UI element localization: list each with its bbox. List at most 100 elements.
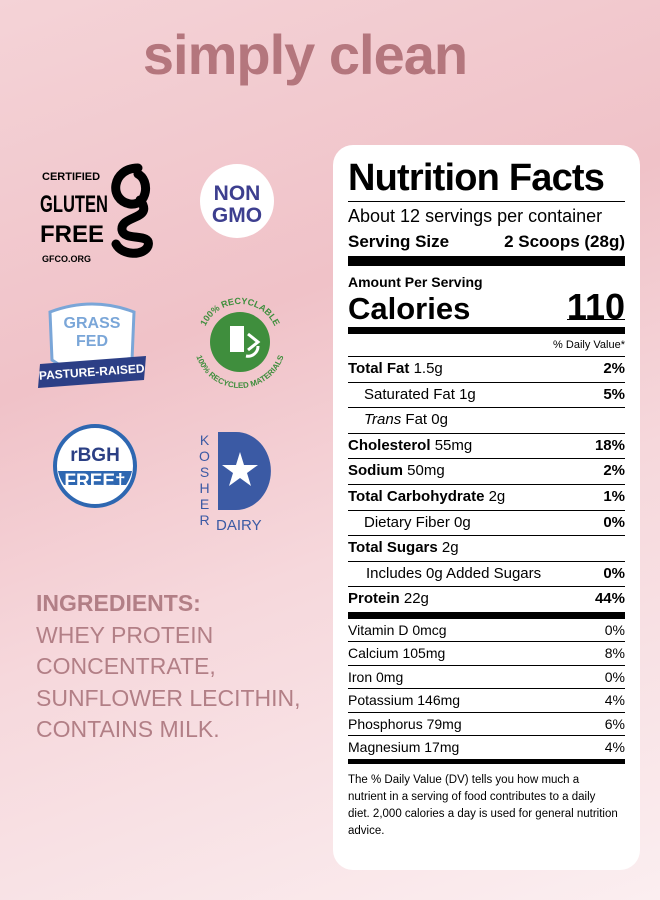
kosher-text: KOSHER [196, 432, 213, 528]
nutrient-label: Protein 22g [348, 587, 429, 612]
nutrient-name: Magnesium [348, 739, 421, 756]
nutrient-label: Dietary Fiber 0g [364, 511, 471, 536]
nutrient-row: Protein 22g 44% [348, 587, 625, 619]
nutrient-row: Sodium 50mg 2% [348, 459, 625, 485]
nutrient-name: Calcium [348, 645, 399, 662]
recyclable-badge: 100% RECYCLABLE 100% RECYCLED MATERIALS [194, 296, 285, 390]
non-gmo-badge: NON GMO [200, 164, 274, 238]
nutrient-amount: 2g [488, 487, 506, 505]
nutrient-dv: 6% [604, 715, 625, 732]
nutrient-dv: 4% [604, 692, 625, 709]
nutrient-row: Saturated Fat 1g 5% [348, 383, 625, 409]
nutrient-label: Total Carbohydrate 2g [348, 485, 505, 510]
nutrient-dv: 0% [603, 513, 625, 531]
nutrient-amount: 22g [403, 590, 429, 608]
nutrient-dv: 2% [603, 462, 625, 480]
nutrient-amount: 2g [441, 539, 459, 557]
nutrient-dv: 0% [604, 668, 625, 685]
nutrient-row: Total Carbohydrate 2g 1% [348, 485, 625, 511]
badge-text: GLUTEN [40, 191, 108, 218]
nutrient-row: Potassium 146mg 4% [348, 689, 625, 713]
nutrient-dv: 4% [604, 739, 625, 756]
serving-size-label: Serving Size [348, 232, 450, 251]
nutrient-label: Magnesium 17mg [348, 736, 459, 759]
ingredient-line: CONTAINS MILK. [36, 716, 220, 742]
calories-label: Calories [348, 291, 471, 326]
nutrient-name: Protein [348, 590, 400, 608]
nutrient-dv: 18% [594, 436, 625, 454]
nutrient-name: Potassium [348, 692, 414, 709]
nutrient-amount: 0g [431, 411, 448, 429]
nutrient-dv: 1% [603, 487, 625, 505]
nutrient-row: Includes 0g Added Sugars 0% [348, 562, 625, 588]
headline: simply clean [142, 23, 468, 86]
nutrient-row: Cholesterol 55mg 18% [348, 434, 625, 460]
nutrient-label: Phosphorus 79mg [348, 713, 462, 736]
nutrient-dv: 0% [604, 621, 625, 638]
nutrient-amount: 0g [454, 513, 471, 531]
badge-text: FED [76, 333, 108, 350]
nutrient-row: Vitamin D 0mcg 0% [348, 619, 625, 643]
calories-row: Calories 110 [348, 286, 625, 334]
amount-per-serving: Amount Per Serving [348, 274, 483, 290]
nutrient-label: Sodium 50mg [348, 459, 445, 484]
nutrient-label: Vitamin D 0mcg [348, 619, 447, 642]
nutrient-row: Calcium 105mg 8% [348, 642, 625, 666]
badge-text: rBGH [70, 445, 120, 466]
badge-text: CERTIFIED [42, 171, 100, 183]
calories-value: 110 [566, 286, 625, 327]
nutrient-amount: 105mg [402, 645, 446, 662]
nutrient-row: Total Sugars 2g [348, 536, 625, 562]
grass-fed-badge: GRASS FED PASTURE-RAISED [38, 302, 146, 388]
nutrient-name: Vitamin D [348, 621, 409, 638]
nutrient-amount: 50mg [407, 462, 445, 480]
badge-text: NON [214, 182, 261, 205]
nutrient-list: Total Fat 1.5g 2% Saturated Fat 1g 5% Trans … [348, 357, 625, 619]
nutrient-row: Dietary Fiber 0g 0% [348, 511, 625, 537]
nutrient-dv: 8% [604, 645, 625, 662]
ingredients: INGREDIENTS: WHEY PROTEIN CONCENTRATE, SUN… [36, 588, 301, 746]
nutrient-row: Trans Fat 0g [348, 408, 625, 434]
nutrient-label: Cholesterol 55mg [348, 434, 472, 459]
serving-size: 2 Scoops (28g) [504, 232, 625, 251]
badge-text: GMO [212, 204, 262, 227]
nutrient-dv: 0% [603, 564, 625, 582]
nutrient-name: Iron [348, 668, 373, 685]
nutrient-label: Total Fat 1.5g [348, 357, 443, 382]
nutrient-amount: 0mg [376, 668, 404, 685]
nutrient-name: Total Fat [348, 360, 410, 377]
nutrient-amount: 79mg [426, 715, 462, 732]
nutrient-amount: 1.5g [413, 360, 443, 377]
gluten-free-badge: CERTIFIED GLUTEN FREE GFCO.ORG [40, 163, 153, 264]
badge-text: GFCO.ORG [42, 254, 91, 264]
nutrient-name: Phosphorus [348, 715, 423, 732]
nutrient-name: Cholesterol [348, 436, 431, 454]
badge-text: FREE† [64, 471, 125, 492]
badge-text: DAIRY [216, 517, 262, 530]
nutrient-name-italic: Trans [364, 411, 402, 429]
nutrient-label: Saturated Fat 1g [364, 383, 476, 408]
nutrient-label: Potassium 146mg [348, 689, 460, 712]
nutrient-row: Phosphorus 79mg 6% [348, 713, 625, 737]
nutrient-label: Total Sugars 2g [348, 536, 459, 561]
servings: About 12 servings per container [348, 206, 603, 226]
nutrient-row: Magnesium 17mg 4% [348, 736, 625, 764]
nutrition-facts: Nutrition Facts About 12 servings per co… [333, 145, 640, 870]
nutrient-amount: 55mg [434, 436, 473, 454]
nutrient-dv: 5% [603, 385, 625, 403]
nutrient-label: Trans Fat 0g [364, 408, 448, 433]
nutrient-amount: 1g [459, 385, 476, 403]
nutrient-label: Calcium 105mg [348, 642, 445, 665]
nutrient-row: Total Fat 1.5g 2% [348, 357, 625, 383]
ingredient-line: CONCENTRATE, [36, 653, 216, 679]
ingredient-line: WHEY PROTEIN [36, 621, 214, 648]
nutrient-dv: 44% [594, 590, 625, 608]
nutrient-dv: 2% [603, 360, 625, 377]
nutrient-name: Includes 0g Added Sugars [366, 564, 542, 582]
footnote: The % Daily Value (DV) tells you how muc… [348, 773, 618, 837]
badge-text: FREE [40, 221, 104, 248]
serving-size-row: Serving Size 2 Scoops (28g) [348, 230, 625, 266]
nutrient-amount: 0mcg [412, 621, 447, 638]
nutrient-label: Iron 0mg [348, 666, 403, 689]
